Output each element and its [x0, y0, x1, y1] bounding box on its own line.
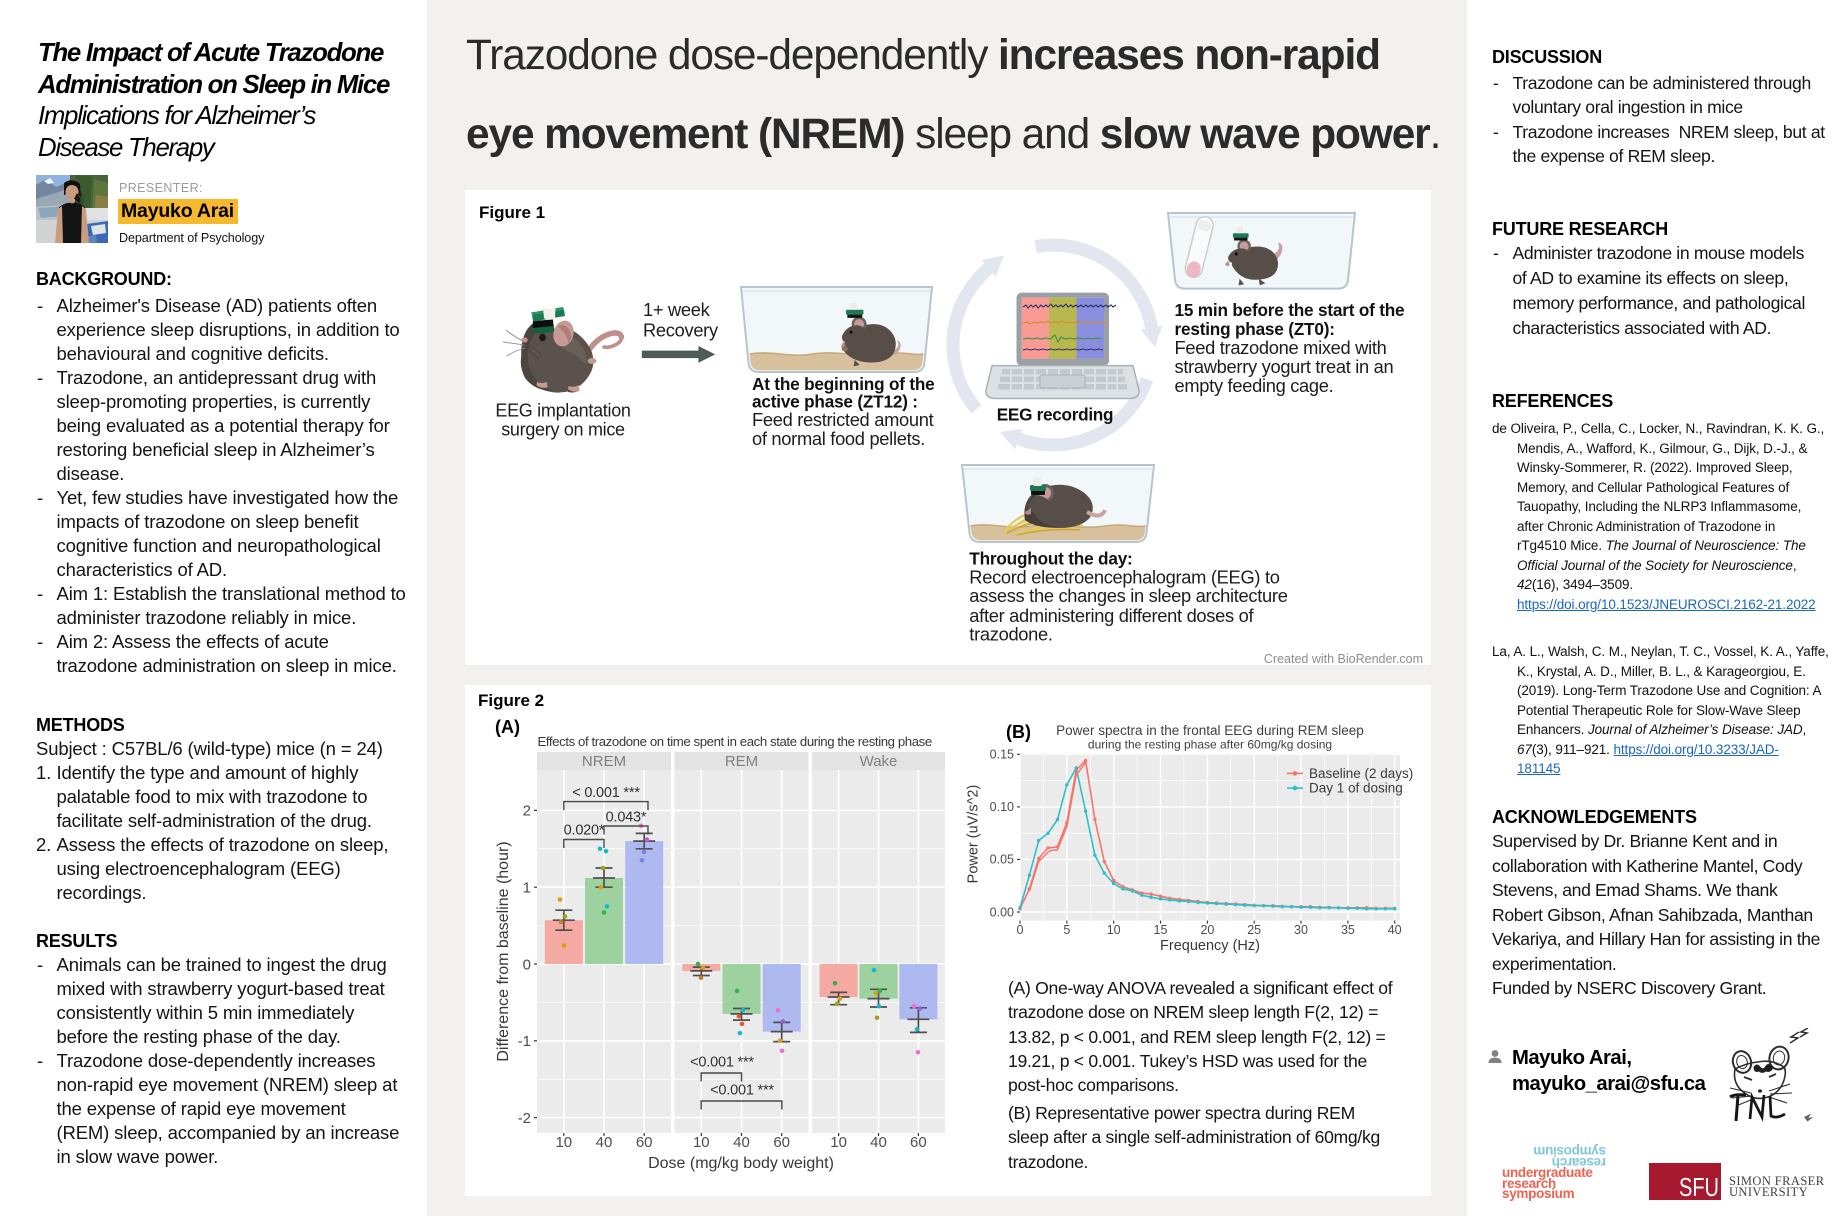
svg-text:15: 15 [1154, 923, 1168, 937]
svg-text:10: 10 [830, 1134, 847, 1151]
svg-text:0.043*: 0.043* [606, 810, 647, 826]
svg-text:1+ week: 1+ week [643, 299, 711, 320]
svg-text:60: 60 [910, 1134, 927, 1151]
svg-text:25: 25 [1247, 923, 1261, 937]
svg-text:Day 1 of dosing: Day 1 of dosing [1309, 781, 1403, 796]
svg-text:5: 5 [1063, 923, 1070, 937]
svg-text:60: 60 [773, 1134, 790, 1151]
svg-text:of normal food pellets.: of normal food pellets. [752, 428, 925, 449]
svg-text:10: 10 [555, 1134, 572, 1151]
svg-text:during the resting phase after: during the resting phase after 60mg/kg d… [1088, 738, 1332, 752]
svg-text:At the beginning of the: At the beginning of the [752, 374, 935, 394]
svg-text:0: 0 [523, 956, 531, 973]
svg-text:NREM: NREM [582, 753, 626, 770]
svg-text:Figure 1: Figure 1 [479, 203, 545, 222]
svg-text:REM: REM [725, 753, 758, 770]
svg-text:Feed restricted amount: Feed restricted amount [752, 409, 934, 430]
svg-text:-2: -2 [518, 1110, 531, 1127]
svg-text:20: 20 [1200, 923, 1214, 937]
svg-text:<0.001 ***: <0.001 *** [690, 1055, 754, 1071]
svg-text:empty feeding cage.: empty feeding cage. [1175, 375, 1334, 396]
svg-text:0.00: 0.00 [990, 905, 1014, 919]
svg-text:15 min before the start of the: 15 min before the start of the [1175, 300, 1405, 320]
svg-text:40: 40 [870, 1134, 887, 1151]
svg-text:Baseline (2 days): Baseline (2 days) [1309, 766, 1413, 781]
svg-text:Record electroencephalogram (E: Record electroencephalogram (EEG) to [969, 566, 1279, 587]
svg-text:EEG implantation: EEG implantation [495, 401, 630, 421]
svg-text:0.15: 0.15 [990, 748, 1014, 762]
svg-text:Dose (mg/kg body weight): Dose (mg/kg body weight) [648, 1155, 834, 1172]
svg-text:2: 2 [523, 803, 531, 820]
svg-text:Effects of trazodone on time s: Effects of trazodone on time spent in ea… [538, 734, 932, 749]
svg-text:Feed trazodone mixed with: Feed trazodone mixed with [1175, 337, 1387, 358]
svg-text:active phase (ZT12) :: active phase (ZT12) : [752, 392, 918, 412]
svg-text:Created with BioRender.com: Created with BioRender.com [1264, 652, 1423, 665]
svg-text:(B): (B) [1006, 722, 1031, 742]
svg-text:0: 0 [1017, 923, 1024, 937]
svg-text:10: 10 [693, 1134, 710, 1151]
svg-text:Power (uV/s^2): Power (uV/s^2) [966, 785, 982, 884]
svg-text:40: 40 [596, 1134, 613, 1151]
svg-text:-1: -1 [518, 1033, 531, 1050]
svg-text:<0.001 ***: <0.001 *** [710, 1083, 774, 1099]
svg-text:EEG recording: EEG recording [997, 405, 1113, 425]
svg-text:0.10: 0.10 [990, 800, 1014, 814]
svg-text:40: 40 [1388, 923, 1402, 937]
svg-text:Recovery: Recovery [643, 320, 719, 341]
svg-text:strawberry yogurt treat in an: strawberry yogurt treat in an [1175, 356, 1394, 377]
svg-text:Figure 2: Figure 2 [478, 691, 544, 710]
svg-text:10: 10 [1107, 923, 1121, 937]
svg-text:resting phase (ZT0):: resting phase (ZT0): [1175, 319, 1335, 339]
svg-text:Throughout the day:: Throughout the day: [969, 549, 1132, 569]
svg-text:(A): (A) [495, 717, 520, 737]
svg-text:0.020*: 0.020* [564, 823, 605, 839]
svg-text:Frequency (Hz): Frequency (Hz) [1160, 938, 1260, 954]
svg-text:assess the changes in sleep ar: assess the changes in sleep architecture [969, 585, 1287, 606]
svg-text:Power spectra in the frontal E: Power spectra in the frontal EEG during … [1056, 723, 1364, 738]
svg-text:1: 1 [523, 880, 531, 897]
svg-text:surgery on mice: surgery on mice [501, 420, 625, 440]
svg-text:60: 60 [636, 1134, 653, 1151]
svg-text:40: 40 [733, 1134, 750, 1151]
svg-text:< 0.001 ***: < 0.001 *** [572, 785, 640, 801]
svg-text:0.05: 0.05 [990, 853, 1014, 867]
svg-text:35: 35 [1341, 923, 1355, 937]
svg-text:Wake: Wake [860, 753, 898, 770]
svg-text:after administering different: after administering different doses of [969, 605, 1254, 626]
svg-text:30: 30 [1294, 923, 1308, 937]
svg-text:trazodone.: trazodone. [969, 624, 1052, 645]
svg-text:Difference from baseline (hour: Difference from baseline (hour) [495, 841, 512, 1061]
svg-text:SFU: SFU [1679, 1172, 1719, 1200]
